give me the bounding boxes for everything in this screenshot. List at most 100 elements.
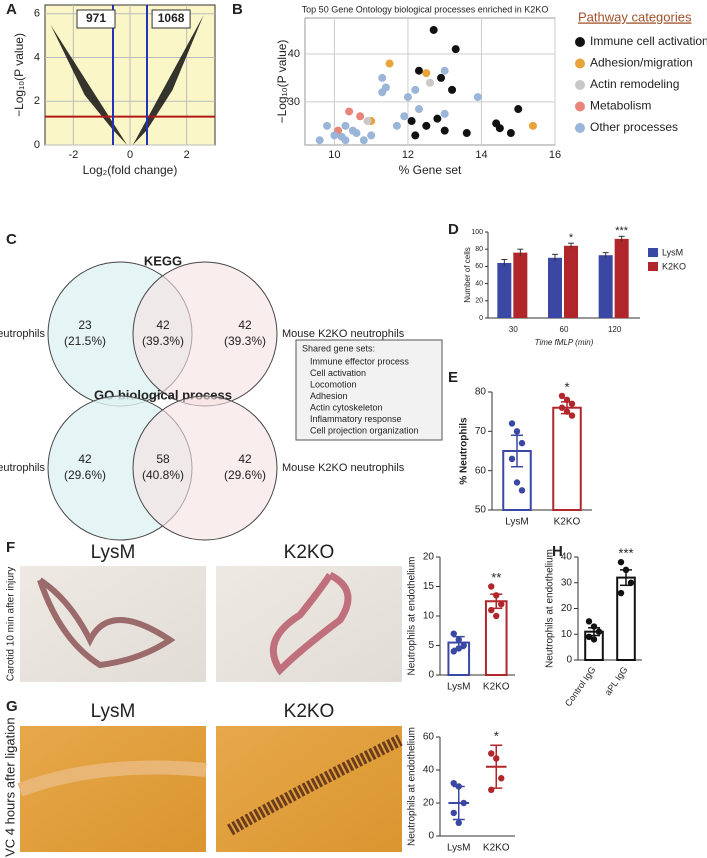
point <box>460 642 467 649</box>
y-tick-label: 6 <box>34 8 40 20</box>
point <box>348 126 357 135</box>
y-axis-label: Number of cells <box>463 247 472 303</box>
legend-swatch <box>575 58 585 69</box>
venn-count: 42 <box>156 318 170 332</box>
y-tick-label: 0 <box>428 831 434 842</box>
x-tick-label: 120 <box>608 325 622 334</box>
point <box>585 618 593 625</box>
venn-count: 42 <box>78 452 92 466</box>
point <box>617 589 625 597</box>
shared-box-item: Locomotion <box>310 379 357 389</box>
point <box>367 131 376 140</box>
y-tick-label: 100 <box>471 229 483 236</box>
point <box>450 780 457 787</box>
y-tick-label: 60 <box>475 263 483 270</box>
venn-right <box>132 395 278 541</box>
point <box>498 601 505 608</box>
y-tick-label: 5 <box>428 640 434 651</box>
point <box>451 45 460 54</box>
image-title: K2KO <box>284 542 335 563</box>
point <box>385 59 394 68</box>
count-label: 971 <box>86 11 106 25</box>
point <box>392 121 401 130</box>
count-label: 1068 <box>158 11 185 25</box>
point <box>422 121 431 130</box>
x-tick-label: 12 <box>402 149 414 161</box>
bar <box>497 262 512 318</box>
point <box>460 799 467 807</box>
bar <box>598 255 613 318</box>
legend-title: Pathway categories <box>578 9 692 24</box>
venn-count: 58 <box>156 452 170 466</box>
image-g-lysm <box>20 726 206 852</box>
y-axis-label: Neutrophils at endothelium <box>407 727 418 846</box>
significance: ** <box>491 570 501 585</box>
image-title: K2KO <box>284 701 335 722</box>
y-tick-label: 2 <box>34 95 40 107</box>
set-label-left: Human APS neutrophils <box>0 328 45 340</box>
legend-label: Immune cell activation <box>590 34 707 48</box>
shared-box-item: Inflammatory response <box>310 414 402 424</box>
panel-letter: G <box>6 698 18 715</box>
point <box>414 66 423 75</box>
point <box>508 420 516 427</box>
y-tick-label: 0 <box>566 655 572 666</box>
legend-label: Metabolism <box>590 99 651 113</box>
x-tick-label: Control IgG <box>563 665 598 708</box>
point <box>345 107 354 116</box>
vessel-wall <box>17 760 207 797</box>
legend-swatch <box>575 80 585 90</box>
point <box>508 455 516 463</box>
point <box>440 109 449 118</box>
point <box>528 121 537 130</box>
y-axis-label: −Log₁₀(P value) <box>12 33 26 117</box>
legend-swatch <box>575 123 585 133</box>
point <box>450 809 457 817</box>
shared-box-item: Cell projection organization <box>310 425 419 435</box>
y-tick-label: 60 <box>423 732 435 743</box>
point <box>513 428 521 435</box>
point <box>455 819 462 826</box>
point <box>488 750 495 757</box>
chart-title: Top 50 Gene Ontology biological processe… <box>302 4 549 14</box>
legend-label: Actin remodeling <box>590 77 679 91</box>
bar <box>548 257 562 318</box>
point <box>403 93 412 102</box>
x-tick-label: -2 <box>68 149 78 161</box>
x-tick-label: LysM <box>447 682 471 693</box>
point <box>590 636 598 643</box>
x-tick-label: 16 <box>549 149 561 161</box>
count-box <box>76 9 116 29</box>
venn-percent: (21.5%) <box>64 334 106 348</box>
venn-count: 23 <box>78 318 92 332</box>
y-tick-label: 20 <box>423 552 435 563</box>
point <box>590 623 598 630</box>
set-label-right: Mouse K2KO neutrophils <box>282 328 405 340</box>
point <box>488 786 495 793</box>
point <box>400 112 409 121</box>
point <box>378 73 387 82</box>
vessel <box>37 577 176 669</box>
venn-percent: (39.3%) <box>224 334 266 348</box>
y-tick-label: 0 <box>428 670 434 681</box>
x-tick-label: 0 <box>127 149 133 161</box>
shared-box-item: Adhesion <box>310 391 348 401</box>
y-tick-label: 10 <box>423 611 435 622</box>
y-tick-label: 30 <box>561 577 573 588</box>
y-axis-label: % Neutrophils <box>459 417 470 485</box>
bar <box>564 245 578 318</box>
x-tick-label: 30 <box>509 325 518 334</box>
point <box>498 775 505 782</box>
point <box>455 645 462 652</box>
y-tick-label: 20 <box>561 603 573 614</box>
x-tick-label: 2 <box>184 149 190 161</box>
y-tick-label: 50 <box>475 505 487 516</box>
bar <box>552 406 582 512</box>
panel-letter: B <box>232 1 243 18</box>
panel-letter: F <box>6 539 15 556</box>
y-axis-label: Neutrophils at endothelium <box>407 557 418 676</box>
venn-percent: (29.6%) <box>224 468 266 482</box>
point <box>330 131 339 140</box>
y-tick-label: 80 <box>475 387 487 398</box>
shared-box-item: Cell activation <box>310 368 366 378</box>
